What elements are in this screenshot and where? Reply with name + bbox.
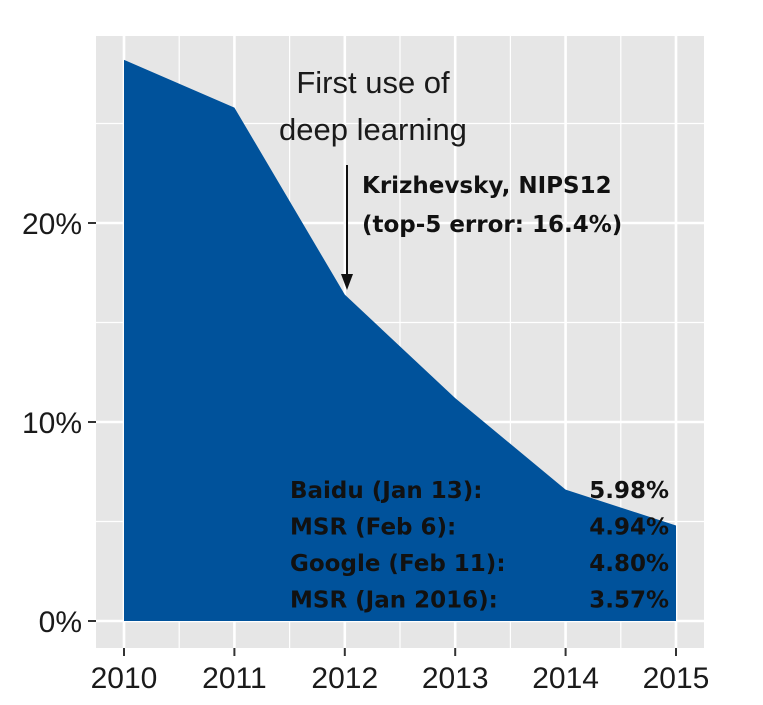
x-tick-label: 2013	[422, 662, 489, 695]
x-axis: 2010 2011 2012 2013 2014 2015	[91, 648, 710, 695]
y-tick-label: 0%	[39, 606, 82, 639]
y-tick-label: 20%	[22, 208, 82, 241]
x-tick-label: 2012	[311, 662, 378, 695]
result-label: MSR (Jan 2016):	[290, 588, 498, 614]
result-value: 3.57%	[589, 588, 669, 614]
x-tick-label: 2010	[91, 662, 158, 695]
annotation-arrow	[341, 165, 353, 290]
result-label: Google (Feb 11):	[290, 551, 506, 577]
highlight-line-1: Krizhevsky, NIPS12	[362, 173, 612, 199]
highlight-line-2: (top-5 error: 16.4%)	[362, 212, 622, 238]
error-area	[124, 59, 676, 621]
y-axis: 0% 10% 20%	[22, 208, 96, 639]
x-tick-label: 2014	[532, 662, 599, 695]
result-value: 5.98%	[589, 478, 669, 504]
y-tick-label: 10%	[22, 407, 82, 440]
x-tick-label: 2015	[643, 662, 710, 695]
result-label: MSR (Feb 6):	[290, 515, 456, 541]
arrow-note-line-2: deep learning	[279, 112, 467, 147]
result-label: Baidu (Jan 13):	[290, 478, 482, 504]
result-value: 4.94%	[589, 515, 669, 541]
x-tick-label: 2011	[202, 662, 267, 695]
results-table: Baidu (Jan 13): 5.98% MSR (Feb 6): 4.94% Goo…	[290, 478, 669, 614]
result-value: 4.80%	[589, 551, 669, 577]
arrow-note-line-1: First use of	[296, 65, 450, 100]
